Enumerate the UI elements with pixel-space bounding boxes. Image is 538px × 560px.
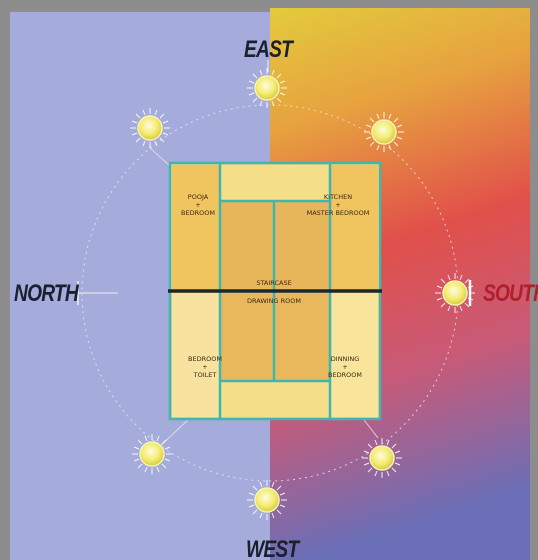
- room-kitchen-master-bedroom: [330, 165, 378, 291]
- drawing-room-label: DRAWING ROOM: [246, 297, 301, 305]
- staircase-label: STAIRCASE: [256, 279, 292, 287]
- sun-ray-line: [149, 147, 171, 167]
- room-label-plus: +: [342, 363, 348, 371]
- room-label-line: BEDROOM: [328, 371, 362, 379]
- south-label: SOUTH: [483, 280, 538, 307]
- room-label-line: BEDROOM: [181, 209, 215, 217]
- room-dinning-bedroom: [330, 293, 378, 417]
- sun-icon: [129, 107, 171, 149]
- kitchen-master-bedroom-label: KITCHEN + MASTER BEDROOM: [296, 192, 380, 219]
- room-pooja-bedroom: [172, 165, 220, 291]
- room-top-middle: [220, 165, 330, 201]
- dinning-bedroom-label: DINNING + BEDROOM: [322, 354, 368, 381]
- west-label: WEST: [246, 536, 299, 560]
- room-label-plus: +: [202, 363, 208, 371]
- sun-icon: [246, 479, 288, 521]
- floor-plan: [168, 161, 382, 421]
- sun-icon: [434, 272, 476, 314]
- room-label-line: BEDROOM: [188, 355, 222, 363]
- east-label: EAST: [244, 36, 293, 63]
- room-label-plus: +: [335, 201, 341, 209]
- north-label: NORTH: [14, 280, 79, 307]
- sun-icon: [131, 433, 173, 475]
- room-label-plus: +: [195, 201, 201, 209]
- sun-icon: [246, 67, 288, 109]
- sun-icon: [363, 111, 405, 153]
- pooja-bedroom-label: POOJA + BEDROOM: [178, 192, 218, 219]
- room-label-line: MASTER BEDROOM: [306, 209, 370, 217]
- room-label-line: POOJA: [187, 193, 209, 201]
- room-bedroom-toilet: [172, 293, 220, 417]
- bedroom-toilet-label: BEDROOM + TOILET: [180, 354, 230, 381]
- room-label-line: DINNING: [330, 355, 360, 363]
- room-label-line: TOILET: [193, 371, 217, 379]
- room-label-line: KITCHEN: [323, 193, 353, 201]
- room-bottom-middle: [220, 381, 330, 417]
- sun-icon: [361, 437, 403, 479]
